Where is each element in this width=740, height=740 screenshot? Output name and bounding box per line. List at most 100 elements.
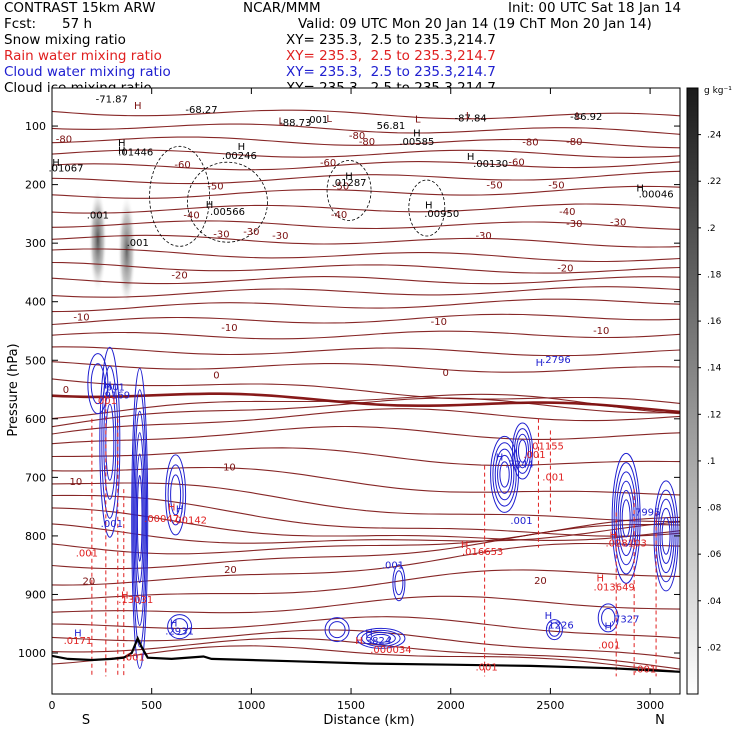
- isotherm-label: -40: [559, 207, 575, 218]
- isotherm-label: 0: [443, 368, 449, 379]
- colorbar-tick-label: .2: [707, 224, 716, 234]
- isotherm-label: -80: [56, 134, 72, 145]
- cloud-water-contour: [613, 462, 639, 575]
- isotherm-label: -80: [566, 137, 582, 148]
- cloud-water-label: .2931: [165, 626, 194, 637]
- cloud-ice-label: .00130: [473, 159, 508, 170]
- cloud-ice-contour: [408, 179, 446, 237]
- cloud-water-contour: [490, 435, 520, 513]
- extremum-marker: H: [545, 611, 553, 622]
- isotherm: [52, 542, 680, 586]
- cloud-ice-label: -88.73: [279, 118, 311, 129]
- isotherm-label: -40: [183, 211, 199, 222]
- cloud-water-contour: [659, 507, 673, 564]
- cloud-ice-contour: [326, 160, 372, 221]
- isotherm-label: 20: [224, 565, 237, 576]
- isotherm: [52, 361, 680, 373]
- extremum-marker: L: [576, 111, 582, 122]
- cloud-water-contour: [518, 439, 528, 463]
- extremum-marker: H: [176, 504, 184, 515]
- isotherm: [52, 123, 680, 135]
- cloud-water-contour: [597, 603, 619, 633]
- fcst-value: 57 h: [62, 16, 93, 32]
- cloud-water-label: .7327: [611, 615, 640, 626]
- y-tick-label: 600: [25, 413, 46, 426]
- extremum-marker: H: [238, 142, 246, 153]
- isotherm-label: -80: [522, 137, 538, 148]
- extremum-marker: H: [596, 574, 604, 585]
- colorbar-tick-label: .16: [707, 317, 722, 327]
- isotherm: [52, 276, 680, 285]
- extremum-marker: L: [466, 111, 472, 122]
- field-cloudwater-xy: XY= 235.3, 2.5 to 235.3,214.7: [286, 64, 496, 80]
- isotherm-label: -50: [486, 181, 502, 192]
- rain-label: .001: [598, 640, 620, 651]
- isotherm: [52, 507, 680, 541]
- init-time: Init: 00 UTC Sat 18 Jan 14: [508, 0, 682, 16]
- colorbar-unit: g kg⁻¹: [704, 86, 732, 96]
- cloud-water-label: .001: [103, 383, 125, 394]
- x-tick-label: 2000: [437, 699, 465, 712]
- terrain-layer: [52, 635, 680, 673]
- colorbar-ramp: [686, 87, 699, 695]
- cloud-water-contour: [99, 346, 121, 538]
- org-label: NCAR/MMM: [243, 0, 321, 16]
- colorbar-tick-label: .24: [707, 131, 722, 141]
- cloud-water-contour: [324, 617, 350, 643]
- cloud-contour-layer: [87, 145, 679, 677]
- cloud-ice-label: .01287: [332, 178, 367, 189]
- cloud-ice-label: .01446: [118, 147, 153, 158]
- extremum-marker: H: [121, 591, 129, 602]
- cloud-water-contour: [497, 454, 513, 494]
- cloud-water-contour: [366, 631, 396, 645]
- rain-label: .001: [123, 653, 145, 664]
- cloud-ice-label: -87.84: [455, 113, 487, 124]
- extremum-marker: H: [74, 629, 82, 640]
- rain-label: .001: [475, 663, 497, 674]
- rain-label: .01155: [529, 441, 564, 452]
- isotherm: [52, 286, 680, 298]
- extremum-marker: H: [355, 636, 363, 647]
- valid-time: Valid: 09 UTC Mon 20 Jan 14 (19 ChT Mon …: [298, 16, 652, 32]
- cloud-water-label: .001: [510, 516, 532, 527]
- cloud-water-contour: [394, 570, 404, 596]
- isotherm: [52, 629, 680, 660]
- isotherm: [52, 185, 680, 199]
- isotherm: [52, 220, 680, 230]
- isotherm: [52, 136, 680, 149]
- colorbar-tick-label: .06: [707, 550, 722, 560]
- cloud-water-contour: [621, 499, 631, 538]
- cloud-water-contour: [165, 454, 187, 536]
- isotherm-label: -20: [557, 263, 573, 274]
- cloud-water-contour: [494, 448, 515, 501]
- isotherm-label: 10: [223, 462, 236, 473]
- isotherm-label: -60: [508, 157, 524, 168]
- extremum-marker: H: [118, 146, 126, 157]
- rain-label: .00047: [144, 514, 179, 525]
- isotherm: [52, 645, 680, 672]
- colorbar-tick-label: .04: [707, 597, 722, 607]
- x-tick-label: 3000: [636, 699, 664, 712]
- isotherm-label: -50: [548, 181, 564, 192]
- isotherm: [52, 482, 680, 523]
- isotherm: [52, 447, 680, 466]
- extremum-marker: H: [604, 622, 612, 633]
- cloud-water-label: .7244: [505, 459, 534, 470]
- isotherm-label: -50: [207, 181, 223, 192]
- rain-label: .00142: [172, 516, 207, 527]
- field-rain-name: Rain water mixing ratio: [4, 48, 162, 64]
- isotherm: [52, 161, 680, 171]
- isotherm: [52, 313, 680, 326]
- isotherm-label: -30: [475, 231, 491, 242]
- cloud-water-contour: [131, 367, 149, 669]
- plot-frame: [51, 87, 681, 695]
- y-tick-label: 300: [25, 237, 46, 250]
- rain-label: .001: [76, 548, 98, 559]
- colorbar-tick-label: .22: [707, 177, 721, 187]
- extremum-marker: H: [365, 629, 373, 640]
- cloud-water-label: .1226: [545, 620, 574, 631]
- y-tick-label: 800: [25, 530, 46, 543]
- colorbar-tick-label: .18: [707, 270, 722, 280]
